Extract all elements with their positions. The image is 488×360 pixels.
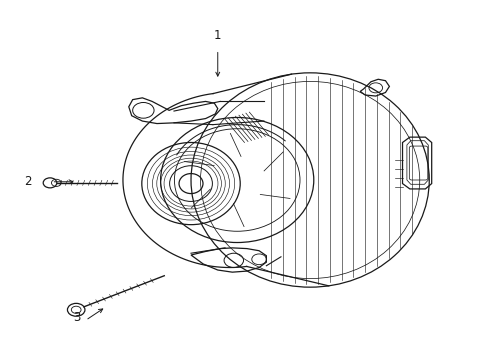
Text: 3: 3 [73, 311, 81, 324]
Text: 2: 2 [24, 175, 32, 188]
Text: 1: 1 [214, 30, 221, 42]
